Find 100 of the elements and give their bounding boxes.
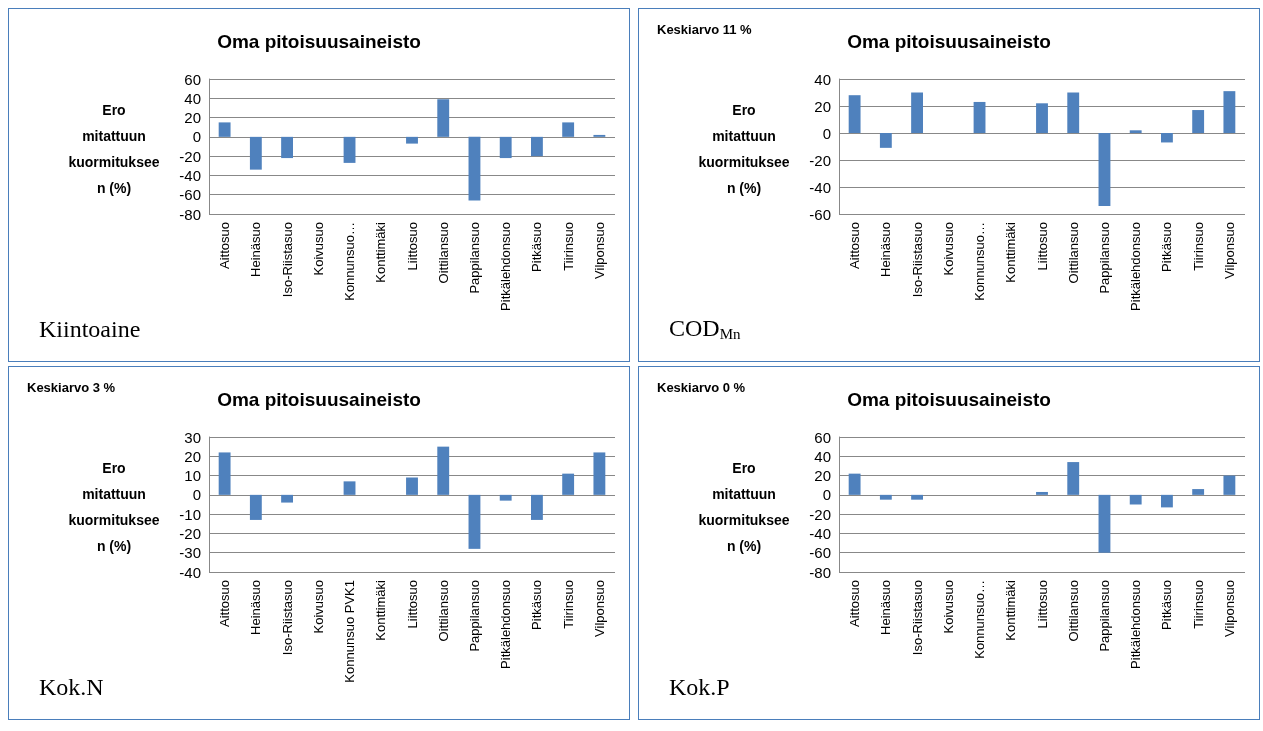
x-tick-label: Konnunsuo…: [342, 222, 358, 301]
x-tick-label: Tiirinsuo: [560, 222, 576, 271]
bar: [562, 473, 575, 495]
bar: [1067, 92, 1080, 133]
y-tick-label: 60: [184, 70, 201, 88]
x-tick-label: Konttimäki: [373, 579, 389, 641]
y-tick-label: -40: [179, 166, 201, 184]
bar: [1192, 489, 1205, 495]
y-tick-label: 0: [192, 486, 201, 504]
text: Keskiarvo 3 %: [27, 380, 116, 395]
chart-title: Oma pitoisuusaineisto: [847, 31, 1051, 52]
bar: [437, 446, 450, 495]
bar: [249, 136, 262, 170]
bar: [593, 452, 606, 495]
bar: [879, 133, 892, 148]
x-tick-label: Pitkälehdonsuo: [1128, 580, 1144, 669]
x-tick-label: Vilponsuo: [591, 222, 607, 279]
bar: [468, 136, 481, 201]
x-tick-label: Pitkälehdonsuo: [1128, 222, 1144, 311]
x-tick-label: Oittilansuo: [1065, 222, 1081, 284]
bar: [1160, 494, 1173, 508]
bar: [1036, 103, 1048, 133]
x-tick-label: Liittosuo: [1034, 222, 1050, 271]
bar: [1223, 475, 1236, 495]
y-tick-label: -20: [179, 524, 201, 542]
bar: [406, 136, 418, 144]
x-tick-label: Konttimäki: [373, 221, 389, 283]
bar: [1067, 462, 1080, 495]
y-tick-label: 10: [184, 467, 201, 485]
x-tick-label: Tiirinsuo: [1190, 222, 1206, 271]
x-tick-label: Konttimäki: [1003, 221, 1019, 283]
x-tick-label: Konttimäki: [1003, 579, 1019, 641]
x-tick-label: Pitkäsuo: [1159, 222, 1175, 272]
bar: [1129, 494, 1142, 505]
x-tick-label: Konnunsuo…: [972, 222, 988, 301]
y-tick-label: -20: [809, 505, 831, 523]
bar: [530, 136, 543, 157]
bar: [530, 494, 543, 520]
x-tick-label: Oittilansuo: [435, 580, 451, 642]
x-tick-label: Heinäsuo: [248, 222, 264, 277]
x-tick-label: Pitkäsuo: [529, 580, 545, 630]
x-tick-label: Pitkäsuo: [529, 222, 545, 272]
y-tick-label: 20: [184, 109, 201, 127]
y-tick-label: -60: [179, 186, 201, 204]
y-tick-label: 30: [184, 428, 201, 446]
x-tick-label: Oittilansuo: [435, 222, 451, 284]
x-tick-label: Iso-Riistasuo: [909, 580, 925, 656]
x-tick-label: Pappilansuo: [1096, 580, 1112, 652]
y-axis-title: Ero mitattuun kuormitukseen (%): [68, 102, 160, 196]
bar: [468, 494, 481, 549]
y-tick-label: 20: [814, 97, 831, 115]
x-tick-label: Iso-Riistasuo: [279, 222, 295, 298]
text: Keskiarvo 11 %: [657, 22, 753, 37]
x-tick-label: Vilponsuo: [591, 580, 607, 637]
bar: [1223, 91, 1236, 133]
bar: [1160, 133, 1173, 143]
chart-title: Oma pitoisuusaineisto: [217, 31, 421, 52]
bar: [879, 494, 892, 500]
text: Keskiarvo 0 %: [657, 380, 746, 395]
bar: [1098, 494, 1111, 553]
y-tick-label: 40: [814, 447, 831, 465]
bar: [218, 122, 231, 137]
y-tick-label: 60: [814, 428, 831, 446]
bar: [218, 452, 231, 495]
bar: [973, 101, 986, 133]
x-tick-label: Pitkälehdonsuo: [498, 222, 514, 311]
bar: [1036, 491, 1048, 495]
bar: [848, 473, 861, 495]
x-tick-label: Liittosuo: [404, 222, 420, 271]
y-tick-label: 20: [814, 467, 831, 485]
x-tick-label: Liittosuo: [404, 580, 420, 629]
y-tick-label: -20: [179, 147, 201, 165]
x-tick-label: Konnunsuo…: [972, 580, 988, 659]
y-tick-label: -20: [809, 151, 831, 169]
bar: [848, 95, 861, 133]
text: Kok.N: [39, 674, 104, 700]
text: Kiintoaine: [39, 316, 141, 342]
y-axis-title: Ero mitattuun kuormitukseen (%): [698, 460, 790, 554]
bar: [281, 136, 294, 159]
x-tick-label: Pitkälehdonsuo: [498, 580, 514, 669]
x-tick-label: Aittosuo: [847, 580, 863, 627]
chart-title: Oma pitoisuusaineisto: [217, 389, 421, 410]
bar: [911, 92, 924, 133]
bar: [437, 99, 450, 137]
x-tick-label: Heinäsuo: [878, 222, 894, 277]
bar: [499, 136, 512, 159]
bar: [1192, 110, 1205, 133]
x-tick-label: Koivusuo: [310, 222, 326, 276]
y-axis-title: Ero mitattuun kuormitukseen (%): [68, 460, 160, 554]
x-tick-label: Aittosuo: [217, 580, 233, 627]
x-tick-label: Konnunsuo PVK1: [342, 580, 358, 683]
x-tick-label: Oittilansuo: [1065, 580, 1081, 642]
y-tick-label: 0: [822, 486, 831, 504]
y-tick-label: -60: [809, 205, 831, 223]
x-tick-label: Tiirinsuo: [1190, 580, 1206, 629]
x-tick-label: Tiirinsuo: [560, 580, 576, 629]
bar: [1129, 130, 1142, 133]
x-tick-label: Koivusuo: [940, 222, 956, 276]
bar: [343, 136, 356, 163]
x-tick-label: Heinäsuo: [248, 580, 264, 635]
